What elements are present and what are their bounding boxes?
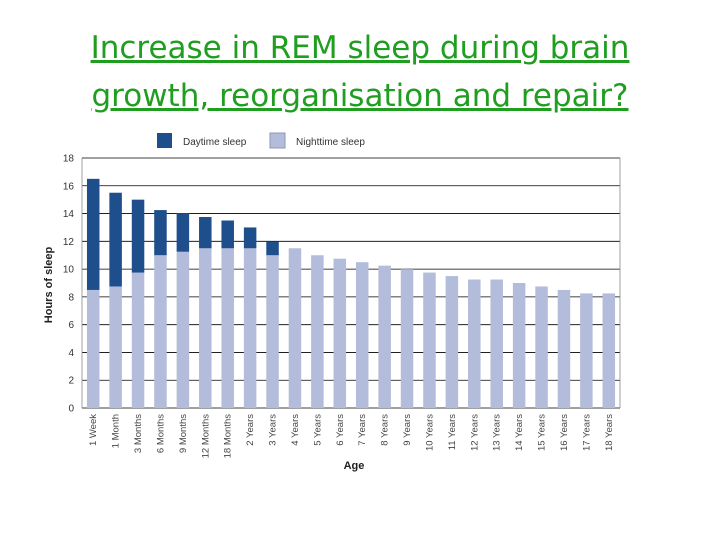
- legend-label-nighttime: Nighttime sleep: [296, 137, 365, 148]
- x-tick-label: 1 Month: [111, 414, 122, 448]
- x-tick-label: 6 Years: [335, 414, 346, 446]
- title-line-2: growth, reorganisation and repair?: [91, 78, 629, 114]
- x-tick-label: 17 Years: [581, 414, 592, 451]
- bar-nighttime: [580, 293, 593, 408]
- bar-daytime: [199, 217, 212, 249]
- bar-nighttime: [423, 272, 436, 408]
- x-tick-label: 9 Years: [402, 414, 413, 446]
- bar-nighttime: [512, 283, 526, 408]
- x-tick-label: 2 Years: [245, 414, 256, 446]
- x-tick-label: 14 Years: [514, 414, 525, 451]
- y-axis-ticks: 0 2 4 6 8 10 12 14 16 18: [63, 154, 75, 415]
- legend: Daytime sleep Nighttime sleep: [157, 132, 365, 149]
- bar-daytime: [266, 241, 279, 256]
- x-tick-label: 18 Years: [604, 414, 615, 451]
- bar-nighttime: [131, 272, 145, 408]
- y-tick-label: 0: [68, 404, 74, 415]
- bar-nighttime: [333, 258, 347, 408]
- y-tick-label: 10: [63, 265, 75, 276]
- x-tick-label: 12 Months: [200, 414, 211, 459]
- bar-nighttime: [557, 289, 571, 408]
- bar-daytime: [154, 210, 167, 256]
- bar-nighttime: [109, 286, 122, 408]
- y-tick-label: 4: [68, 348, 74, 359]
- bar-daytime: [109, 192, 122, 287]
- bar-nighttime: [199, 248, 212, 408]
- x-tick-label: 7 Years: [357, 414, 368, 446]
- bar-nighttime: [490, 279, 503, 408]
- x-tick-label: 10 Years: [424, 414, 435, 451]
- bar-nighttime: [378, 265, 391, 408]
- bar-nighttime: [154, 255, 167, 408]
- title-line-1: Increase in REM sleep during brain: [90, 30, 630, 66]
- y-tick-label: 6: [68, 320, 74, 331]
- y-axis-label: Hours of sleep: [43, 247, 55, 324]
- x-tick-label: 18 Months: [223, 414, 234, 459]
- bar-nighttime: [288, 248, 302, 408]
- x-tick-label: 4 Years: [290, 414, 301, 446]
- x-tick-label: 3 Years: [268, 414, 279, 446]
- x-tick-label: 13 Years: [492, 414, 503, 451]
- bar-nighttime: [311, 255, 324, 408]
- y-tick-label: 2: [68, 376, 74, 387]
- legend-swatch-daytime: [157, 133, 172, 148]
- bar-nighttime: [535, 286, 548, 408]
- legend-label-daytime: Daytime sleep: [183, 137, 247, 148]
- x-axis-label: Age: [344, 460, 365, 472]
- bar-nighttime: [445, 276, 459, 408]
- x-tick-label: 11 Years: [447, 414, 458, 451]
- x-tick-label: 6 Months: [155, 414, 166, 453]
- bar-nighttime: [266, 255, 279, 408]
- y-tick-label: 14: [63, 209, 75, 220]
- x-tick-label: 12 Years: [469, 414, 480, 451]
- y-tick-label: 12: [63, 237, 75, 248]
- slide-title: Increase in REM sleep during brain growt…: [0, 24, 720, 120]
- bar-nighttime: [602, 293, 616, 408]
- grid-lines: [81, 157, 621, 409]
- bar-nighttime: [243, 248, 257, 408]
- bar-nighttime: [86, 289, 100, 408]
- x-axis-ticks: 1 Week 1 Month 3 Months 6 Months 9 Months 12 …: [88, 414, 615, 459]
- y-tick-label: 16: [63, 181, 75, 192]
- legend-swatch-nighttime: [269, 132, 286, 149]
- bar-daytime: [86, 178, 100, 290]
- y-tick-label: 18: [63, 154, 75, 165]
- bars: [86, 178, 616, 408]
- bar-daytime: [243, 227, 257, 249]
- x-tick-label: 9 Months: [178, 414, 189, 453]
- bar-daytime: [221, 220, 234, 249]
- y-tick-label: 8: [68, 292, 74, 303]
- bar-daytime: [131, 199, 145, 273]
- x-tick-label: 15 Years: [537, 414, 548, 451]
- x-tick-label: 5 Years: [312, 414, 323, 446]
- x-tick-label: 3 Months: [133, 414, 144, 453]
- bar-daytime: [176, 213, 190, 252]
- x-tick-label: 8 Years: [380, 414, 391, 446]
- bar-nighttime: [221, 248, 234, 408]
- bar-nighttime: [176, 251, 190, 408]
- x-tick-label: 1 Week: [88, 414, 99, 446]
- bar-nighttime: [355, 262, 369, 408]
- bar-nighttime: [400, 269, 414, 408]
- x-tick-label: 16 Years: [559, 414, 570, 451]
- bar-nighttime: [468, 279, 481, 408]
